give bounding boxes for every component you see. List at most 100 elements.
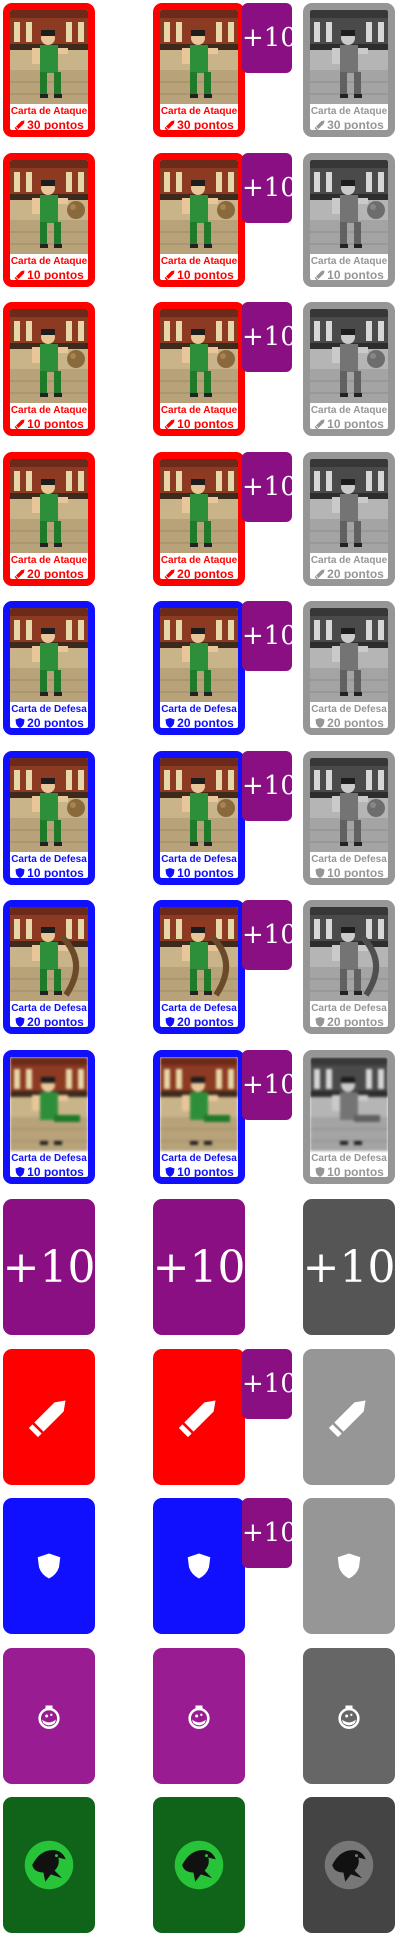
card-points: 20 pontos bbox=[310, 567, 388, 581]
attack-card[interactable]: Carta de Ataque 10 pontos bbox=[153, 153, 245, 287]
emblem-card-back[interactable] bbox=[303, 1797, 395, 1933]
attack-card[interactable]: Carta de Ataque 30 pontos bbox=[3, 3, 95, 137]
bonus-card-back[interactable]: +10 bbox=[153, 1199, 245, 1335]
card-title: Carta de Defesa bbox=[11, 1153, 87, 1164]
defense-card[interactable]: Carta de Defesa 20 pontos bbox=[303, 900, 395, 1034]
card-artwork bbox=[310, 907, 388, 1001]
card-points: 10 pontos bbox=[310, 418, 388, 429]
card-artwork bbox=[310, 160, 388, 254]
points-value: 10 pontos bbox=[177, 417, 234, 431]
card-title: Carta de Ataque bbox=[160, 106, 238, 117]
bonus-card-back[interactable]: +10 bbox=[303, 1199, 395, 1335]
points-value: 20 pontos bbox=[327, 567, 384, 581]
card-points: 30 pontos bbox=[160, 119, 238, 130]
card-points: 20 pontos bbox=[160, 717, 238, 728]
emblem-card-back[interactable] bbox=[3, 1797, 95, 1933]
attack-card-back[interactable] bbox=[303, 1349, 395, 1485]
card-title: Carta de Defesa bbox=[11, 1003, 87, 1014]
shield-icon bbox=[164, 1016, 176, 1027]
defense-card[interactable]: Carta de Defesa 10 pontos bbox=[153, 1050, 245, 1184]
card-artwork bbox=[310, 1057, 388, 1151]
card-artwork bbox=[160, 160, 238, 254]
points-value: 10 pontos bbox=[177, 866, 234, 880]
attack-card[interactable]: Carta de Ataque 10 pontos bbox=[3, 153, 95, 287]
potion-icon bbox=[35, 1702, 63, 1730]
bonus-card-back[interactable]: +10 bbox=[3, 1199, 95, 1335]
card-artwork bbox=[10, 10, 88, 104]
defense-card[interactable]: Carta de Defesa 10 pontos bbox=[3, 1050, 95, 1184]
points-value: 10 pontos bbox=[177, 268, 234, 282]
attack-card[interactable]: Carta de Ataque 20 pontos bbox=[3, 452, 95, 586]
bonus-badge: +10 bbox=[242, 900, 297, 970]
defense-card-back[interactable] bbox=[153, 1498, 245, 1634]
card-artwork bbox=[310, 309, 388, 403]
sword-icon bbox=[164, 119, 176, 130]
attack-card[interactable]: Carta de Ataque 20 pontos bbox=[153, 452, 245, 586]
card-artwork bbox=[160, 309, 238, 403]
shield-icon bbox=[314, 1016, 326, 1027]
card-points: 10 pontos bbox=[310, 269, 388, 280]
defense-card[interactable]: Carta de Defesa 20 pontos bbox=[3, 900, 95, 1034]
attack-card[interactable]: Carta de Ataque 10 pontos bbox=[3, 302, 95, 436]
sword-icon bbox=[14, 568, 26, 579]
attack-card[interactable]: Carta de Ataque 30 pontos bbox=[153, 3, 245, 137]
card-points: 10 pontos bbox=[10, 1166, 88, 1177]
defense-card-back[interactable] bbox=[3, 1498, 95, 1634]
card-title: Carta de Defesa bbox=[161, 1153, 237, 1164]
card-points: 10 pontos bbox=[310, 1166, 388, 1177]
defense-card[interactable]: Carta de Defesa 20 pontos bbox=[153, 900, 245, 1034]
card-title: Carta de Defesa bbox=[311, 1153, 387, 1164]
defense-card[interactable]: Carta de Defesa 10 pontos bbox=[303, 751, 395, 885]
attack-card[interactable]: Carta de Ataque 10 pontos bbox=[303, 302, 395, 436]
potion-card-back[interactable] bbox=[153, 1648, 245, 1784]
bonus-badge: +10 bbox=[242, 452, 297, 522]
defense-card[interactable]: Carta de Defesa 20 pontos bbox=[303, 601, 395, 735]
defense-card[interactable]: Carta de Defesa 20 pontos bbox=[153, 601, 245, 735]
attack-card[interactable]: Carta de Ataque 20 pontos bbox=[303, 452, 395, 586]
points-value: 30 pontos bbox=[27, 118, 84, 132]
sword-icon bbox=[164, 418, 176, 429]
bonus-badge: +10 bbox=[242, 751, 297, 821]
card-artwork bbox=[160, 10, 238, 104]
potion-card-back[interactable] bbox=[303, 1648, 395, 1784]
defense-card[interactable]: Carta de Defesa 10 pontos bbox=[153, 751, 245, 885]
card-title: Carta de Defesa bbox=[311, 1003, 387, 1014]
card-points: 20 pontos bbox=[160, 568, 238, 579]
points-value: 20 pontos bbox=[177, 1015, 234, 1029]
card-title: Carta de Ataque bbox=[10, 555, 88, 566]
shield-icon bbox=[314, 717, 326, 728]
bonus-badge: +10 bbox=[242, 302, 297, 372]
sword-icon bbox=[314, 418, 326, 429]
attack-card[interactable]: Carta de Ataque 10 pontos bbox=[153, 302, 245, 436]
points-value: 10 pontos bbox=[177, 1165, 234, 1179]
sword-icon bbox=[314, 119, 326, 130]
shield-icon bbox=[164, 717, 176, 728]
potion-card-back[interactable] bbox=[3, 1648, 95, 1784]
bonus-badge: +10 bbox=[242, 1050, 297, 1120]
attack-card[interactable]: Carta de Ataque 10 pontos bbox=[303, 153, 395, 287]
bonus-value: +10 bbox=[3, 1241, 95, 1293]
card-title: Carta de Ataque bbox=[160, 405, 238, 416]
sword-icon bbox=[14, 269, 26, 280]
defense-card[interactable]: Carta de Defesa 20 pontos bbox=[3, 601, 95, 735]
card-title: Carta de Ataque bbox=[310, 256, 388, 267]
attack-card-back[interactable] bbox=[3, 1349, 95, 1485]
defense-card[interactable]: Carta de Defesa 10 pontos bbox=[3, 751, 95, 885]
card-points: 30 pontos bbox=[10, 118, 88, 132]
attack-card[interactable]: Carta de Ataque 30 pontos bbox=[303, 3, 395, 137]
card-title: Carta de Ataque bbox=[160, 555, 238, 566]
card-title: Carta de Defesa bbox=[161, 704, 237, 715]
dragon-emblem-icon bbox=[21, 1837, 77, 1893]
bonus-badge: +10 bbox=[242, 153, 297, 223]
emblem-card-back[interactable] bbox=[153, 1797, 245, 1933]
attack-card-back[interactable] bbox=[153, 1349, 245, 1485]
card-points: 20 pontos bbox=[310, 717, 388, 728]
card-artwork bbox=[10, 459, 88, 553]
defense-card-back[interactable] bbox=[303, 1498, 395, 1634]
defense-card[interactable]: Carta de Defesa 10 pontos bbox=[303, 1050, 395, 1184]
card-artwork bbox=[160, 758, 238, 852]
sword-icon bbox=[164, 568, 176, 579]
card-title: Carta de Ataque bbox=[10, 106, 88, 117]
sword-icon bbox=[14, 418, 26, 429]
